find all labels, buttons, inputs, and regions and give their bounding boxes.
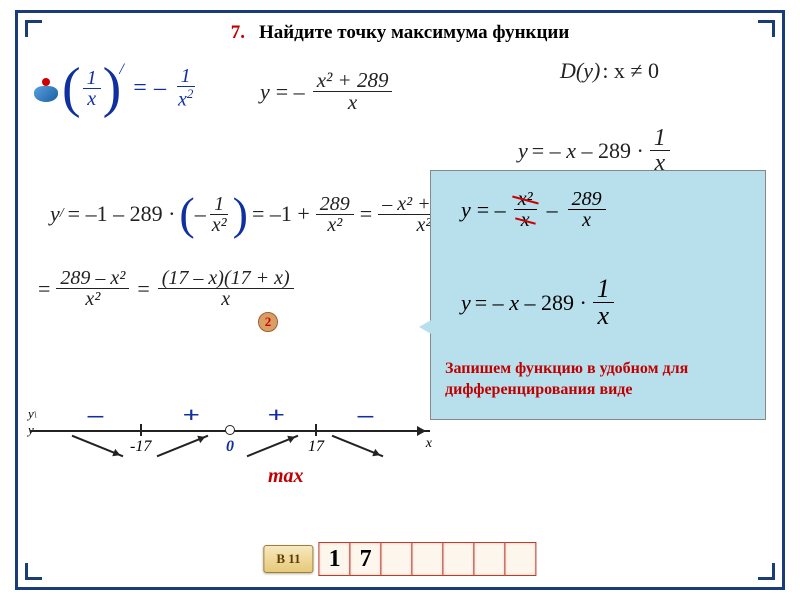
- info-icon: [34, 78, 60, 104]
- function-rewritten: y = – x – 289 · 1x: [518, 126, 672, 175]
- lbl-m17: -17: [130, 438, 151, 456]
- task-code-button[interactable]: В 11: [263, 545, 313, 573]
- answer-cell[interactable]: 7: [350, 542, 382, 576]
- tick-m17: [140, 424, 142, 436]
- derivative-calc: y/ = –1 – 289 · (– 1x² ) = –1 + 289x² = …: [50, 186, 492, 242]
- derivative-factored: = 289 – x²x² = (17 – x)(17 + x)x: [38, 268, 296, 309]
- max-label: max: [268, 465, 304, 488]
- arrow-inc-1: [157, 435, 209, 457]
- sign-2: +: [182, 402, 200, 428]
- task-text: Найдите точку максимума функции: [259, 22, 569, 43]
- arrow-dec-2: [332, 435, 384, 457]
- sign-3: +: [267, 402, 285, 428]
- answer-cell[interactable]: 1: [319, 542, 351, 576]
- derivative-hint: ( 1x )/ = – 1x2: [62, 60, 199, 116]
- answer-cell[interactable]: [412, 542, 444, 576]
- y-labels: y\y: [28, 406, 37, 438]
- task-number: 7.: [231, 22, 245, 43]
- arrow-dec-1: [72, 435, 124, 457]
- answer-cell[interactable]: [443, 542, 475, 576]
- lbl-p17: 17: [308, 438, 324, 456]
- callout-eq1: y = – x²x – 289x: [461, 189, 608, 230]
- x-label: x: [426, 436, 432, 452]
- arrow-inc-2: [247, 435, 299, 457]
- answer-row: В 11 1 7: [263, 542, 536, 576]
- task-title: 7. Найдите точку максимума функции: [0, 22, 800, 44]
- domain: D(y): x ≠ 0: [560, 58, 659, 84]
- answer-cell[interactable]: [381, 542, 413, 576]
- callout-box: y = – x²x – 289x y = – x – 289 · 1x Запи…: [430, 170, 766, 420]
- sign-4: –: [358, 402, 373, 428]
- tick-p17: [315, 424, 317, 436]
- open-dot-zero: [225, 425, 235, 435]
- answer-cell[interactable]: [474, 542, 506, 576]
- sign-1: –: [88, 402, 103, 428]
- answer-cell[interactable]: [505, 542, 537, 576]
- exponent-badge: 2: [258, 312, 278, 332]
- lbl-zero: 0: [226, 438, 234, 456]
- original-function: y = – x² + 289x: [260, 70, 394, 113]
- callout-caption: Запишем функцию в удобном для дифференци…: [445, 359, 755, 401]
- callout-eq2: y = – x – 289 · 1x: [461, 276, 616, 329]
